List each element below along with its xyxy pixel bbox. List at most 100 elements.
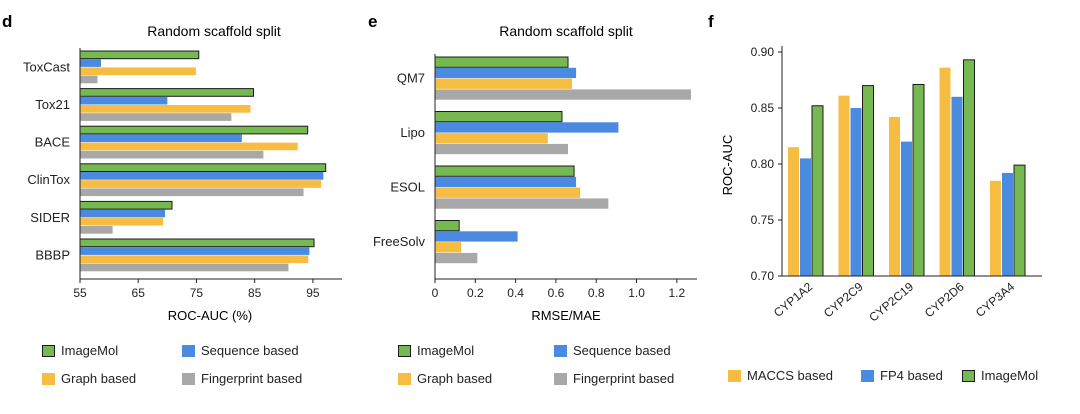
panel-d-bar-bace-imagemol <box>79 125 309 135</box>
panel-d-legend: ImageMol Sequence based Graph based Fingerp… <box>42 343 372 391</box>
legend-label: FP4 based <box>880 368 943 383</box>
panel-e-bar-freesolv-sequence-based <box>435 231 518 242</box>
panel-d-category-label: BBBP <box>35 247 70 262</box>
legend-label: ImageMol <box>981 368 1039 383</box>
legend-item-imagemol: ImageMol <box>962 368 1038 383</box>
panel-f-y-tick-label: 0.85 <box>751 101 775 115</box>
legend-label: Fingerprint based <box>201 371 303 386</box>
panel-d-bar-sider-graph-based <box>80 217 164 226</box>
panel-f-category-label: CYP1A2 <box>771 279 816 320</box>
panel-e-category-label: ESOL <box>390 180 425 195</box>
panel-e-bars <box>434 56 691 264</box>
panel-d-bar-bbbp-imagemol <box>79 238 315 248</box>
legend-swatch-imagemol <box>398 344 411 357</box>
panel-d-bar-clintox-graph-based <box>80 180 322 188</box>
panel-e-bar-esol-sequence-based <box>435 176 577 188</box>
legend-swatch-sequence-based <box>554 344 567 357</box>
panel-d-bar-bbbp-fingerprint-based <box>80 263 289 272</box>
panel-d-bar-bace-sequence-based <box>80 134 242 143</box>
legend-item-fingerprint-based: Fingerprint based <box>182 371 302 386</box>
panel-d-bar-bace-fingerprint-based <box>80 150 264 159</box>
panel-e-category-label: FreeSolv <box>373 234 426 249</box>
panel-f-chart: f ROC-AUC CYP1A2 CYP2C9 CYP2C19 CYP2D6 CYP3A… <box>708 12 1042 325</box>
legend-swatch-maccs-based <box>728 369 741 382</box>
panel-e-category-label: QM7 <box>397 71 425 86</box>
legend-label: Graph based <box>61 371 137 386</box>
legend-swatch-imagemol <box>42 344 55 357</box>
panel-d-bar-toxcast-imagemol <box>79 50 200 60</box>
legend-item-fp4-based: FP4 based <box>861 368 943 383</box>
panel-e-x-tick-label: 0.2 <box>467 286 484 300</box>
panel-d-bar-toxcast-sequence-based <box>80 59 101 67</box>
panel-f-y-tick-label: 0.75 <box>751 213 775 227</box>
panel-f-bar-cyp2c9-maccs-based <box>838 95 850 277</box>
panel-f-bar-cyp3a4-maccs-based <box>990 180 1001 276</box>
panel-e-title: Random scaffold split <box>499 23 633 39</box>
legend-item-fingerprint-based: Fingerprint based <box>554 371 674 386</box>
panel-f-ylabel: ROC-AUC <box>720 135 735 196</box>
legend-label: Sequence based <box>201 343 299 358</box>
panel-d-bar-tox21-sequence-based <box>80 96 168 105</box>
legend-swatch-fingerprint-based <box>182 372 195 385</box>
panel-f-bar-cyp2c19-maccs-based <box>889 116 900 277</box>
panel-d-bar-toxcast-fingerprint-based <box>80 75 98 84</box>
panel-f-category-label: CYP2C9 <box>821 279 866 320</box>
panel-e-bar-lipo-sequence-based <box>435 122 619 133</box>
panel-d-bar-sider-sequence-based <box>80 209 166 218</box>
panel-f-bar-cyp2d6-maccs-based <box>939 67 951 277</box>
legend-label: ImageMol <box>61 343 119 358</box>
panel-e-bar-freesolv-graph-based <box>435 242 462 253</box>
panel-f-category-label: CYP2C19 <box>866 279 916 324</box>
panel-d-category-label: ToxCast <box>23 59 70 74</box>
panel-e-bar-esol-imagemol <box>434 165 575 177</box>
legend-label: MACCS based <box>747 368 833 383</box>
legend-item-maccs-based: MACCS based <box>728 368 833 383</box>
legend-item-graph-based: Graph based <box>42 371 136 386</box>
panel-d-x-tick-label: 75 <box>190 286 204 300</box>
legend-item-sequence-based: Sequence based <box>554 343 671 358</box>
legend-item-imagemol: ImageMol <box>398 343 474 358</box>
panel-f-bars <box>788 59 1026 277</box>
panel-f-category-label: CYP2D6 <box>922 279 967 320</box>
panel-d-bar-clintox-fingerprint-based <box>80 188 304 197</box>
panel-f-letter: f <box>708 12 714 31</box>
panel-f-category-label: CYP3A4 <box>973 279 1018 320</box>
legend-item-imagemol: ImageMol <box>42 343 118 358</box>
panel-d-bars <box>79 50 327 272</box>
legend-item-graph-based: Graph based <box>398 371 492 386</box>
panel-f-y-tick-label: 0.80 <box>751 157 775 171</box>
panel-d-bar-bbbp-graph-based <box>80 255 309 264</box>
panel-d-title: Random scaffold split <box>147 23 281 39</box>
panel-d-x-tick-label: 85 <box>248 286 262 300</box>
panel-f-bar-cyp1a2-maccs-based <box>788 147 799 276</box>
legend-swatch-sequence-based <box>182 344 195 357</box>
panel-d-category-label: SIDER <box>30 210 70 225</box>
panel-e-x-tick-label: 0 <box>432 286 439 300</box>
panel-d-bar-clintox-sequence-based <box>80 172 324 180</box>
panel-d-chart: d Random scaffold split ROC-AUC (%) ToxC… <box>2 12 342 323</box>
panel-d-bar-tox21-imagemol <box>79 88 255 97</box>
panel-e-letter: e <box>368 12 377 31</box>
panel-e-legend: ImageMol Sequence based Graph based Fingerp… <box>398 343 718 391</box>
legend-swatch-fingerprint-based <box>554 372 567 385</box>
panel-f-bar-cyp3a4-imagemol <box>1013 164 1026 277</box>
panel-e-bar-esol-fingerprint-based <box>435 198 609 209</box>
panel-f-bar-cyp2c9-fp4-based <box>850 108 862 276</box>
panel-d-bar-sider-fingerprint-based <box>80 226 113 234</box>
panel-e-bar-qm7-fingerprint-based <box>435 89 691 100</box>
panel-d-category-label: BACE <box>35 135 71 150</box>
panel-d-bar-sider-imagemol <box>79 200 173 210</box>
legend-label: ImageMol <box>417 343 475 358</box>
panel-d-category-label: Tox21 <box>35 97 70 112</box>
legend-label: Graph based <box>417 371 493 386</box>
panel-d-axes: ToxCast Tox21 BACE ClinTox SIDER BBBP 55 65 75 85… <box>23 48 342 300</box>
panel-e-bar-freesolv-imagemol <box>434 220 460 232</box>
panel-f-bar-cyp2c19-fp4-based <box>901 141 912 276</box>
panel-e-bar-esol-graph-based <box>435 187 581 198</box>
panel-f-bar-cyp2c9-imagemol <box>862 85 874 277</box>
panel-f-bar-cyp2c19-imagemol <box>912 83 925 277</box>
panel-e-x-tick-label: 0.6 <box>548 286 565 300</box>
legend-label: Sequence based <box>573 343 671 358</box>
panel-e-bar-lipo-imagemol <box>434 111 563 123</box>
